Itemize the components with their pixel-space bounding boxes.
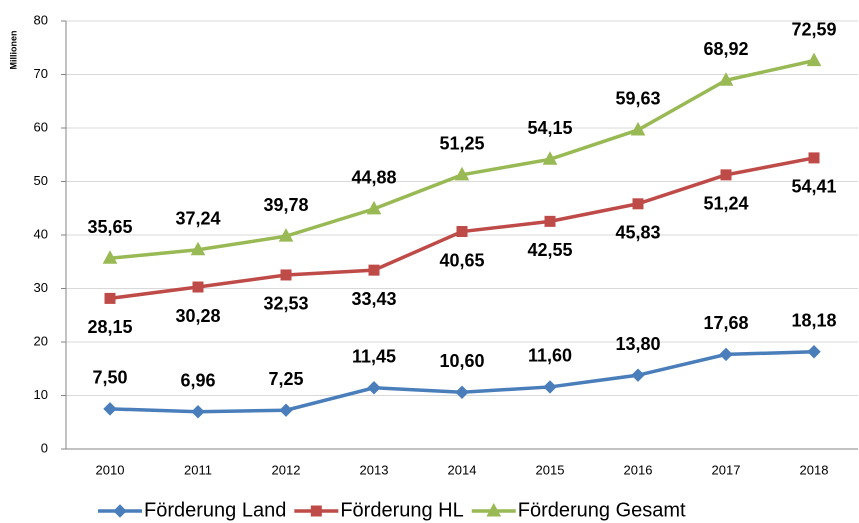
data-point (368, 264, 380, 276)
legend-label: Förderung Gesamt (518, 499, 686, 521)
data-label: 18,18 (791, 310, 836, 330)
y-tick-label: 70 (34, 66, 48, 81)
y-tick-label: 20 (34, 333, 48, 348)
data-point (718, 72, 734, 86)
data-label: 45,83 (615, 223, 660, 243)
data-point (719, 347, 733, 362)
data-point (279, 403, 293, 417)
data-point (454, 166, 470, 181)
data-label: 39,78 (263, 195, 308, 215)
data-point (367, 381, 381, 395)
data-point (456, 226, 468, 238)
data-point (191, 405, 205, 419)
x-tick-label: 2011 (184, 462, 212, 477)
x-tick-label: 2017 (712, 462, 741, 477)
data-point (102, 250, 118, 264)
y-tick-label: 0 (41, 440, 48, 455)
x-tick-label: 2012 (272, 462, 301, 477)
data-label: 30,28 (175, 306, 220, 326)
data-point (455, 385, 469, 399)
data-point (543, 380, 557, 394)
data-point (542, 151, 558, 165)
y-tick-label: 80 (34, 12, 48, 27)
x-tick-label: 2014 (448, 462, 477, 477)
data-label: 54,41 (791, 177, 836, 197)
legend-marker (310, 505, 322, 517)
data-point (806, 52, 822, 67)
data-label: 13,80 (615, 334, 660, 354)
x-tick-label: 2015 (536, 462, 565, 477)
x-tick-label: 2018 (800, 462, 829, 477)
data-label: 7,25 (268, 369, 303, 389)
data-point (544, 215, 556, 227)
data-label: 10,60 (439, 351, 484, 371)
data-label: 28,15 (87, 317, 132, 337)
data-label: 35,65 (87, 217, 132, 237)
data-label: 11,45 (352, 346, 396, 366)
data-label: 42,55 (527, 240, 572, 260)
data-label: 11,60 (528, 346, 572, 366)
data-point (280, 269, 292, 281)
data-point (630, 121, 646, 136)
data-label: 44,88 (351, 168, 396, 188)
y-tick-label: 50 (34, 173, 48, 188)
data-point (631, 368, 645, 382)
y-tick-label: 10 (34, 387, 48, 402)
data-point (807, 345, 821, 359)
legend-label: Förderung Land (144, 499, 286, 521)
data-point (192, 281, 204, 293)
data-label: 7,50 (92, 368, 127, 388)
data-label: 6,96 (180, 371, 215, 391)
y-axis-label: Millionen (8, 31, 18, 70)
legend-marker (113, 504, 127, 518)
data-point (104, 292, 116, 304)
x-tick-label: 2010 (96, 462, 125, 477)
data-label: 17,68 (703, 313, 748, 333)
data-point (808, 152, 820, 164)
y-tick-label: 40 (34, 226, 48, 241)
y-tick-label: 30 (34, 280, 48, 295)
data-label: 33,43 (351, 289, 396, 309)
data-label: 51,25 (439, 134, 484, 154)
data-label: 54,15 (527, 118, 572, 138)
data-label: 32,53 (263, 294, 308, 314)
data-point (278, 228, 294, 242)
data-label: 59,63 (615, 89, 660, 109)
data-label: 37,24 (175, 209, 220, 229)
legend-marker (486, 502, 502, 517)
data-label: 40,65 (439, 250, 484, 270)
data-point (366, 200, 382, 215)
y-tick-label: 60 (34, 119, 48, 134)
data-point (632, 198, 644, 210)
x-tick-label: 2013 (360, 462, 389, 477)
data-point (103, 402, 117, 416)
data-label: 68,92 (703, 39, 748, 59)
data-label: 51,24 (703, 194, 748, 214)
data-label: 72,59 (791, 19, 836, 39)
x-tick-label: 2016 (624, 462, 653, 477)
legend-label: Förderung HL (340, 499, 463, 521)
data-point (720, 169, 732, 181)
data-point (190, 241, 206, 256)
